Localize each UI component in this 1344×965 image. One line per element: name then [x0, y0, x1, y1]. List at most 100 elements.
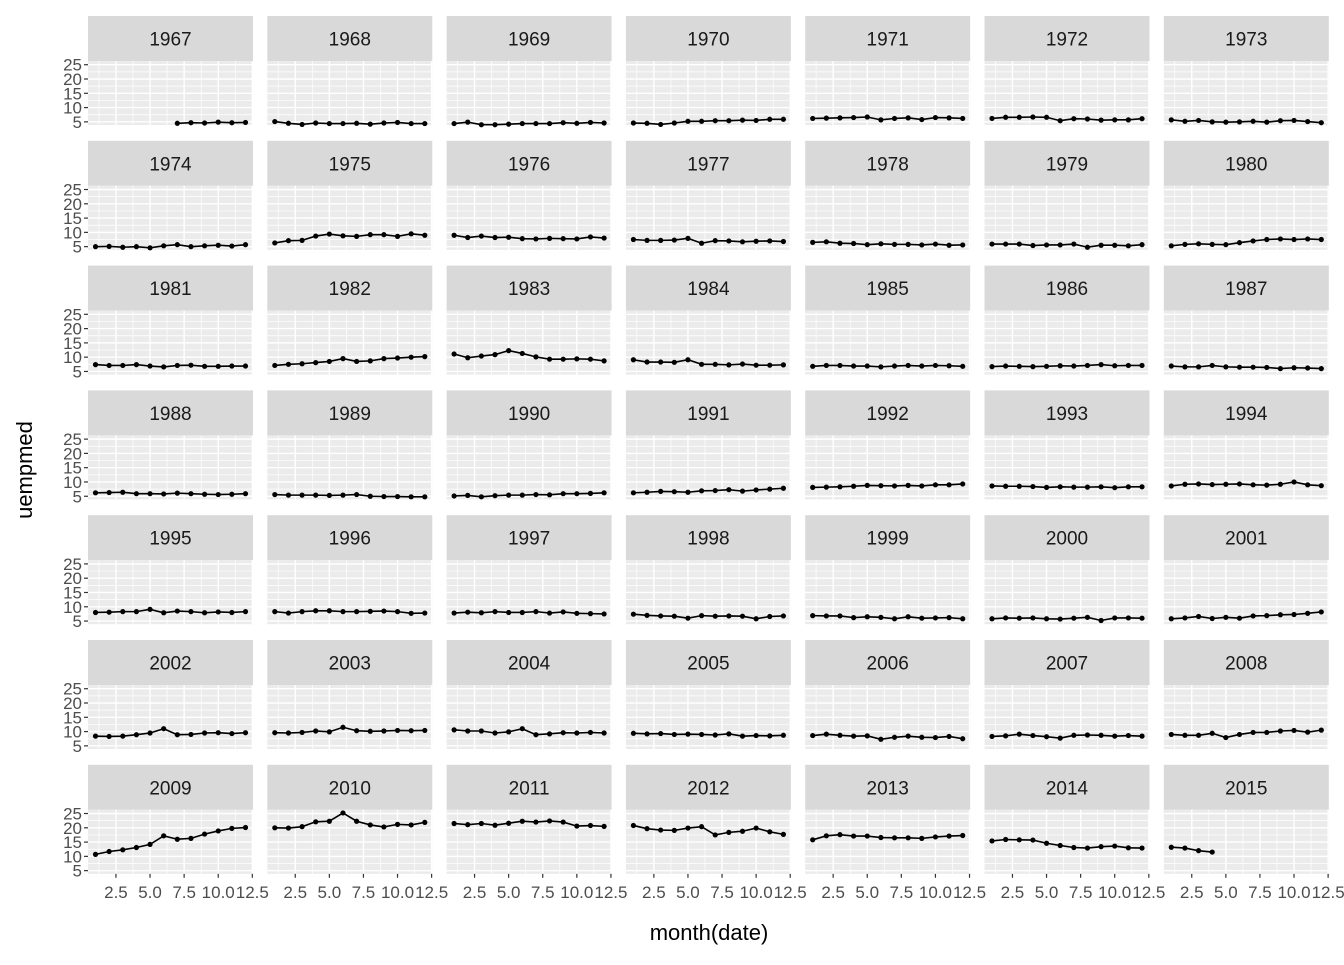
- facet-panel-1969: 1969: [446, 16, 612, 128]
- x-tick-label: 5.0: [855, 883, 879, 902]
- data-point: [1264, 236, 1270, 243]
- data-point: [354, 728, 360, 734]
- y-tick-label: 25: [63, 56, 82, 75]
- series-line: [177, 121, 246, 125]
- data-point: [946, 733, 952, 740]
- data-point: [215, 609, 221, 615]
- data-point: [1277, 481, 1283, 487]
- data-point: [658, 237, 664, 243]
- data-point: [1182, 118, 1188, 124]
- data-point: [753, 616, 759, 622]
- data-point: [1125, 732, 1131, 739]
- data-point: [989, 115, 995, 122]
- data-point: [574, 356, 580, 362]
- facet-panel-2005: 2005: [625, 640, 791, 749]
- facet-strip-label: 1999: [867, 529, 909, 550]
- facet-strip-label: 1972: [1046, 30, 1088, 51]
- x-tick-label: 2.5: [1001, 883, 1025, 902]
- data-point: [1195, 364, 1202, 370]
- data-point: [1098, 117, 1104, 123]
- data-point: [726, 731, 732, 737]
- data-point: [215, 119, 221, 125]
- facet-strip: [88, 265, 253, 311]
- data-point: [1139, 362, 1145, 369]
- y-tick-label: 20: [63, 819, 82, 838]
- data-point: [492, 122, 498, 128]
- data-point: [519, 236, 525, 242]
- facet-strip-label: 1970: [687, 30, 729, 51]
- data-point: [326, 729, 332, 735]
- data-point: [1223, 614, 1229, 620]
- y-tick-label: 20: [63, 195, 82, 214]
- data-point: [1057, 363, 1063, 369]
- data-point: [120, 609, 126, 615]
- y-tick-label: 15: [63, 583, 82, 602]
- data-point: [354, 491, 360, 498]
- data-point: [1277, 118, 1283, 124]
- data-point: [106, 848, 112, 855]
- data-point: [851, 114, 857, 121]
- data-point: [685, 357, 691, 363]
- data-point: [519, 818, 525, 824]
- facet-panel-1991: 1991: [625, 390, 791, 500]
- data-point: [546, 818, 553, 824]
- data-point: [478, 820, 484, 827]
- data-point: [739, 733, 746, 739]
- facet-strip-label: 1997: [508, 529, 550, 550]
- data-point: [340, 724, 346, 730]
- data-point: [630, 357, 637, 363]
- data-point: [201, 243, 208, 249]
- data-point: [932, 734, 939, 741]
- data-point: [630, 120, 637, 126]
- x-tick-label: 10.0: [1277, 883, 1310, 902]
- facet-strip-label: 1993: [1046, 404, 1088, 425]
- data-point: [1291, 479, 1297, 485]
- data-point: [465, 119, 471, 125]
- data-point: [161, 726, 167, 732]
- data-point: [587, 356, 594, 362]
- data-point: [989, 241, 995, 247]
- data-point: [698, 240, 705, 246]
- data-point: [354, 120, 360, 126]
- facet-strip: [984, 640, 1150, 685]
- data-point: [1112, 615, 1118, 621]
- data-point: [658, 359, 664, 365]
- data-point: [106, 609, 112, 615]
- data-point: [1030, 483, 1036, 490]
- data-point: [120, 847, 126, 853]
- data-point: [601, 730, 607, 736]
- data-point: [354, 233, 360, 239]
- data-point: [685, 489, 691, 495]
- data-point: [381, 232, 387, 238]
- y-tick-label: 25: [63, 555, 82, 574]
- data-point: [587, 490, 594, 496]
- data-point: [506, 121, 512, 127]
- data-point: [451, 493, 457, 499]
- x-tick-label: 10.0: [919, 883, 952, 902]
- facet-panel-2006: 2006: [805, 640, 971, 749]
- facet-strip: [625, 390, 791, 436]
- x-tick-label: 10.0: [202, 883, 235, 902]
- data-point: [1084, 614, 1091, 620]
- facet-strip-label: 1992: [867, 404, 909, 425]
- data-point: [823, 613, 829, 619]
- y-tick-label: 10: [63, 723, 82, 742]
- data-point: [465, 728, 471, 734]
- x-tick-label: 2.5: [1180, 883, 1204, 902]
- data-point: [601, 358, 607, 364]
- data-point: [478, 353, 484, 359]
- data-point: [698, 361, 705, 367]
- data-point: [242, 242, 249, 248]
- facet-strip-label: 1968: [329, 30, 371, 51]
- x-tick-label: 7.5: [890, 883, 914, 902]
- facet-strip: [805, 764, 971, 810]
- facet-strip-label: 2005: [687, 654, 729, 675]
- facet-strip-label: 1971: [867, 30, 909, 51]
- data-point: [560, 120, 566, 126]
- data-point: [726, 362, 732, 368]
- data-point: [478, 728, 484, 734]
- data-point: [394, 233, 401, 239]
- facet-strip-label: 1982: [329, 279, 371, 300]
- x-tick-label: 2.5: [463, 883, 487, 902]
